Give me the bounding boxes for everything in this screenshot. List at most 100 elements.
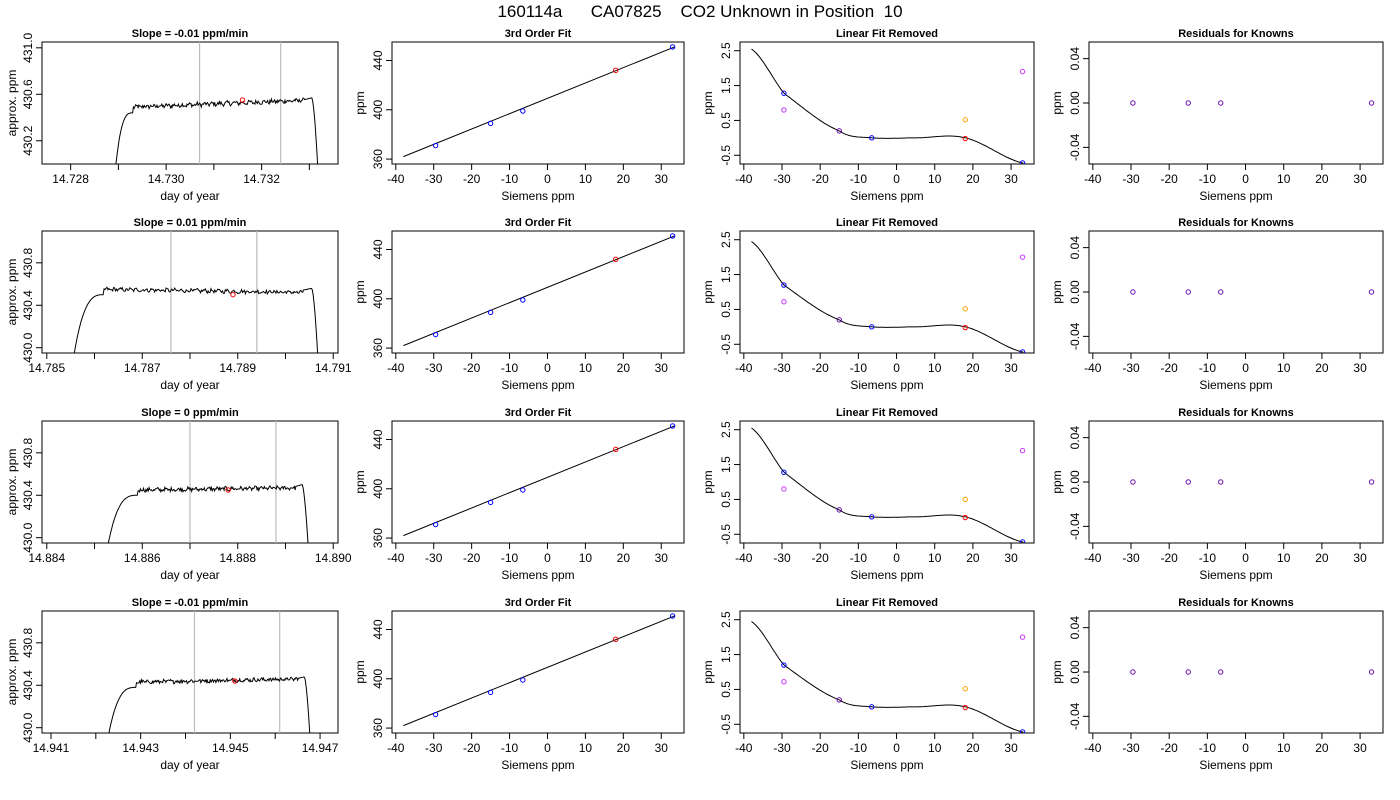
plot-area bbox=[403, 44, 676, 158]
y-tick-label: 0.04 bbox=[1068, 426, 1082, 450]
plot-frame bbox=[739, 420, 1035, 544]
plot-frame bbox=[391, 230, 685, 354]
y-tick-label: 360 bbox=[371, 528, 385, 548]
panel-r4-c1: Slope = -0.01 ppm/min day of year approx. … bbox=[5, 597, 339, 772]
panel-title: Linear Fit Removed bbox=[836, 407, 938, 419]
y-tick-label: 440 bbox=[371, 619, 385, 639]
data-point bbox=[432, 711, 439, 718]
plot-area bbox=[1130, 289, 1375, 295]
mean-marker bbox=[225, 487, 231, 493]
panel-r4-c2: 3rd Order Fit Siemens ppm ppm -40 -30 -20 -10 0… bbox=[353, 597, 685, 772]
data-point bbox=[432, 521, 439, 528]
y-tick-label: 0.00 bbox=[1068, 660, 1082, 684]
data-point bbox=[432, 142, 439, 149]
panel-r2-c4: Residuals for Knowns Siemens ppm ppm -40 -30… bbox=[1050, 217, 1384, 392]
data-point bbox=[487, 309, 494, 316]
x-tick-label: -20 bbox=[463, 551, 481, 565]
data-point bbox=[1019, 68, 1026, 75]
x-tick-label: -40 bbox=[1084, 361, 1102, 375]
data-point bbox=[520, 487, 526, 493]
y-tick-label: 2.5 bbox=[719, 421, 733, 438]
data-point bbox=[1130, 669, 1136, 675]
data-point bbox=[1185, 669, 1191, 675]
data-point bbox=[1130, 479, 1136, 485]
x-tick-label: -20 bbox=[1161, 172, 1179, 186]
data-point bbox=[962, 324, 968, 331]
data-point bbox=[836, 697, 842, 703]
data-point bbox=[962, 514, 968, 521]
x-axis-label: Siemens ppm bbox=[850, 378, 923, 392]
x-tick-label: -10 bbox=[850, 172, 868, 186]
x-tick-label: 30 bbox=[1004, 741, 1018, 755]
y-tick-label: 2.5 bbox=[719, 611, 733, 628]
data-point bbox=[869, 704, 875, 710]
data-point bbox=[1019, 349, 1026, 353]
x-tick-label: -30 bbox=[773, 741, 791, 755]
x-tick-label: -20 bbox=[463, 361, 481, 375]
y-tick-label: 0.5 bbox=[719, 301, 733, 318]
data-point bbox=[669, 423, 676, 429]
mean-marker bbox=[232, 678, 238, 684]
x-tick-label: 10 bbox=[579, 361, 593, 375]
x-axis-label: Siemens ppm bbox=[850, 189, 923, 203]
x-tick-label: -20 bbox=[812, 741, 830, 755]
y-tick-label: -0.5 bbox=[719, 145, 733, 166]
y-tick-label: 0.5 bbox=[719, 491, 733, 508]
plot-frame bbox=[739, 230, 1035, 354]
y-axis-label: approx. ppm bbox=[5, 259, 19, 326]
panel-r3-c4: Residuals for Knowns Siemens ppm ppm -40 -30… bbox=[1050, 407, 1384, 582]
x-tick-label: 30 bbox=[1353, 361, 1367, 375]
x-axis-label: Siemens ppm bbox=[1199, 189, 1272, 203]
data-point bbox=[669, 613, 676, 619]
x-tick-label: 30 bbox=[655, 551, 669, 565]
x-tick-label: 30 bbox=[1353, 172, 1367, 186]
x-tick-label: -30 bbox=[773, 172, 791, 186]
x-tick-label: 14.785 bbox=[28, 361, 65, 375]
y-axis-label: approx. ppm bbox=[5, 639, 19, 706]
x-tick-label: 30 bbox=[655, 741, 669, 755]
fit-curve bbox=[751, 48, 1024, 164]
y-axis-label: ppm bbox=[701, 91, 715, 114]
x-tick-label: 0 bbox=[544, 551, 551, 565]
x-tick-label: 14.941 bbox=[33, 741, 70, 755]
plot-area bbox=[751, 427, 1026, 543]
y-tick-label: 0.04 bbox=[1068, 616, 1082, 640]
panel-r3-c1: Slope = 0 ppm/min day of year approx. ppm 1… bbox=[5, 407, 352, 582]
x-tick-label: 0 bbox=[1242, 741, 1249, 755]
y-tick-label: 430.4 bbox=[21, 480, 35, 510]
x-tick-label: 10 bbox=[1277, 361, 1291, 375]
x-tick-label: 0 bbox=[544, 741, 551, 755]
data-point bbox=[781, 469, 787, 475]
data-point bbox=[781, 107, 787, 113]
x-tick-label: -10 bbox=[1199, 741, 1217, 755]
data-point bbox=[1368, 100, 1375, 106]
x-tick-label: -10 bbox=[850, 361, 868, 375]
x-tick-label: 20 bbox=[966, 741, 980, 755]
data-point bbox=[520, 297, 526, 303]
panel-title: Slope = -0.01 ppm/min bbox=[132, 28, 249, 40]
fit-curve bbox=[751, 241, 1024, 353]
x-tick-label: -10 bbox=[850, 551, 868, 565]
x-axis-label: Siemens ppm bbox=[501, 758, 574, 772]
y-axis-label: ppm bbox=[353, 280, 367, 303]
data-point bbox=[1130, 100, 1136, 106]
data-point bbox=[1218, 289, 1224, 295]
concentration-trace bbox=[73, 286, 319, 353]
plot-frame bbox=[41, 41, 339, 165]
data-point bbox=[836, 128, 842, 134]
plot-area bbox=[73, 231, 319, 353]
x-tick-label: 14.787 bbox=[124, 361, 161, 375]
panel-title: Slope = 0.01 ppm/min bbox=[134, 217, 247, 229]
x-tick-label: 10 bbox=[579, 551, 593, 565]
panel-title: Slope = 0 ppm/min bbox=[141, 407, 239, 419]
plot-area bbox=[1130, 100, 1375, 106]
y-axis-label: ppm bbox=[1050, 470, 1064, 493]
x-tick-label: 0 bbox=[544, 172, 551, 186]
y-tick-label: 400 bbox=[371, 288, 385, 308]
data-point bbox=[962, 306, 968, 312]
data-point bbox=[487, 120, 494, 127]
x-tick-label: -40 bbox=[735, 361, 753, 375]
x-tick-label: 20 bbox=[617, 741, 631, 755]
data-point bbox=[613, 446, 619, 453]
